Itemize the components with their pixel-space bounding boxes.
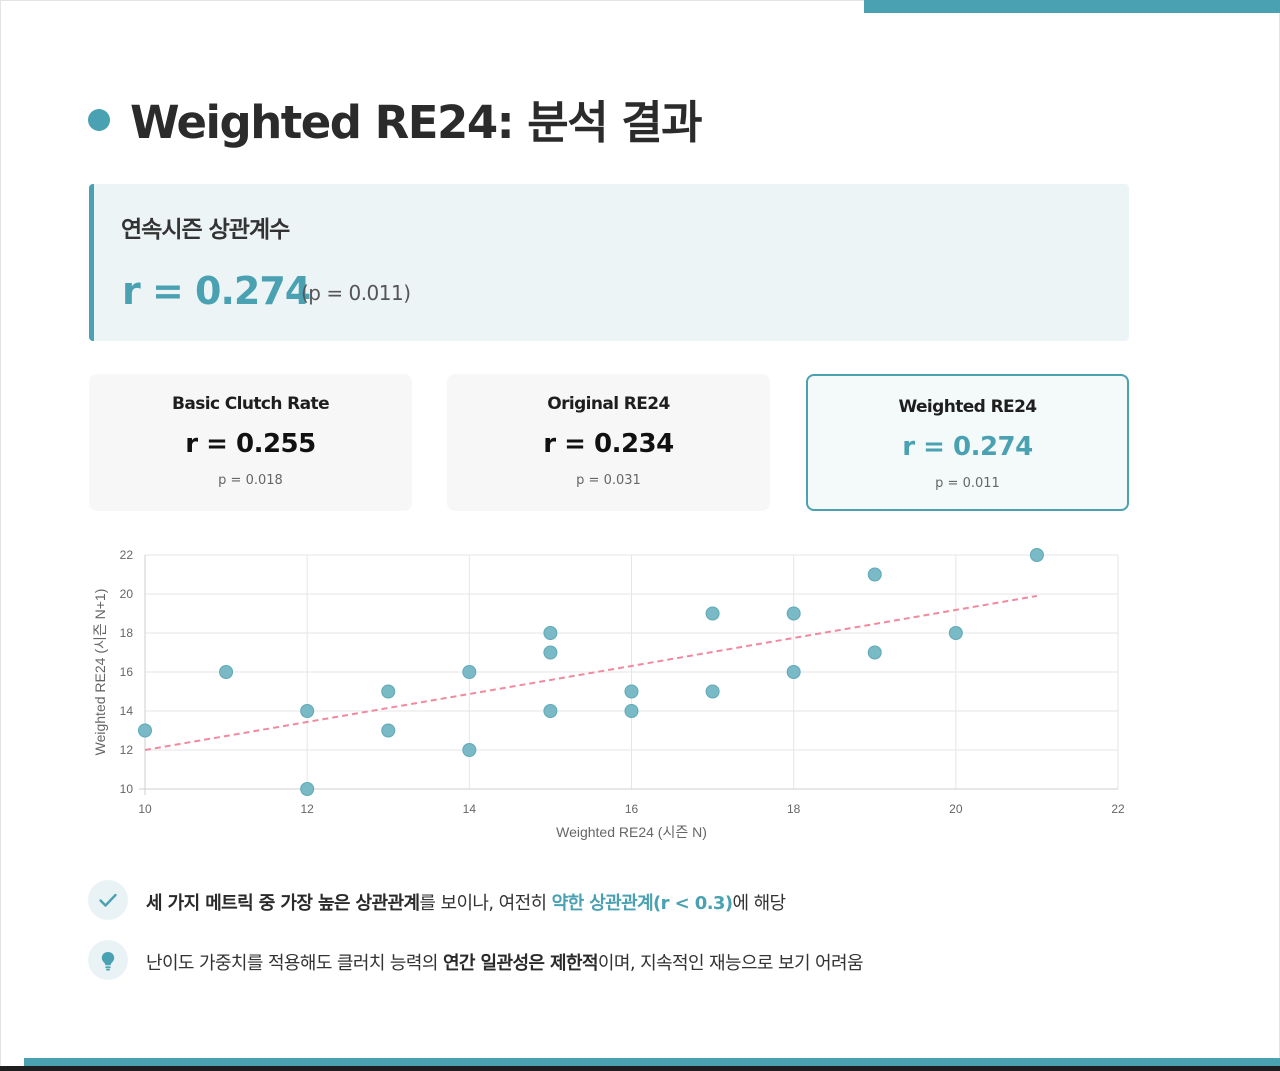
x-tick-label: 14 bbox=[463, 802, 477, 816]
x-tick-label: 22 bbox=[1111, 802, 1125, 816]
data-point bbox=[300, 782, 315, 796]
data-point bbox=[786, 606, 801, 621]
data-point bbox=[381, 684, 396, 699]
metric-card-r-value: r = 0.234 bbox=[543, 429, 674, 459]
data-point bbox=[867, 645, 882, 660]
metric-card-p-value: p = 0.031 bbox=[576, 473, 641, 488]
metric-card-label: Basic Clutch Rate bbox=[171, 394, 330, 414]
note-text-segment: 를 보이나, 여전히 bbox=[419, 893, 552, 914]
data-point bbox=[462, 743, 477, 757]
data-point bbox=[624, 704, 639, 718]
data-point bbox=[300, 704, 315, 718]
x-tick-label: 18 bbox=[787, 802, 801, 816]
data-point bbox=[705, 606, 720, 621]
y-tick-label: 10 bbox=[120, 782, 134, 796]
x-tick-label: 16 bbox=[625, 802, 639, 816]
note-text-emphasis: 연간 일관성은 제한적 bbox=[442, 953, 599, 974]
bottom-accent-bar bbox=[24, 1058, 1280, 1066]
data-point bbox=[1029, 548, 1044, 562]
note-text-segment: 난이도 가중치를 적용해도 클러치 능력의 bbox=[146, 953, 443, 974]
note-text-segment: 에 해당 bbox=[732, 893, 786, 914]
trend-line bbox=[144, 594, 1038, 751]
data-point bbox=[948, 626, 963, 640]
y-tick-label: 22 bbox=[120, 548, 134, 562]
data-point bbox=[219, 665, 234, 679]
metric-card-r-value: r = 0.255 bbox=[185, 429, 316, 459]
top-accent-bar bbox=[864, 0, 1280, 13]
x-axis-title: Weighted RE24 (시즌 N) bbox=[556, 824, 707, 840]
lightbulb-icon bbox=[88, 940, 128, 980]
data-point bbox=[705, 684, 720, 699]
note-text: 세 가지 메트릭 중 가장 높은 상관관계를 보이나, 여전히 약한 상관관계(… bbox=[146, 889, 786, 915]
title-bullet-dot bbox=[88, 109, 110, 131]
note-text-emphasis: 세 가지 메트릭 중 가장 높은 상관관계 bbox=[146, 893, 420, 914]
summary-label: 연속시즌 상관계수 bbox=[121, 217, 290, 243]
y-tick-label: 18 bbox=[120, 626, 134, 640]
data-point bbox=[138, 723, 152, 738]
metric-card-label: Original RE24 bbox=[547, 394, 670, 414]
y-tick-label: 12 bbox=[120, 743, 134, 757]
data-point bbox=[543, 704, 558, 718]
data-point bbox=[543, 645, 558, 660]
summary-panel: 연속시즌 상관계수 r = 0.274 (p = 0.011) bbox=[89, 184, 1129, 341]
scatter-chart: 10 12 14 16 18 20 22 10 12 14 16 18 20 22 Weighted RE2… bbox=[92, 548, 1125, 840]
metric-card-p-value: p = 0.018 bbox=[218, 473, 283, 488]
summary-p-value: (p = 0.011) bbox=[301, 281, 411, 305]
note-text: 난이도 가중치를 적용해도 클러치 능력의 연간 일관성은 제한적이며, 지속적… bbox=[146, 949, 864, 975]
page-title: Weighted RE24: 분석 결과 bbox=[130, 96, 703, 149]
metric-card-p-value: p = 0.011 bbox=[935, 476, 1000, 491]
data-point bbox=[867, 567, 882, 582]
data-point bbox=[543, 626, 558, 640]
summary-r-value: r = 0.274 bbox=[122, 269, 311, 313]
y-tick-label: 16 bbox=[120, 665, 134, 679]
x-tick-label: 12 bbox=[300, 802, 314, 816]
metric-card-weighted-re24: Weighted RE24 r = 0.274 p = 0.011 bbox=[806, 374, 1129, 511]
y-tick-label: 20 bbox=[120, 587, 134, 601]
x-tick-label: 20 bbox=[949, 802, 963, 816]
note-text-segment: 이며, 지속적인 재능으로 보기 어려움 bbox=[597, 953, 864, 974]
bottom-edge bbox=[0, 1066, 1280, 1071]
check-icon bbox=[88, 880, 128, 920]
data-point bbox=[624, 684, 639, 699]
metric-card-original-re24: Original RE24 r = 0.234 p = 0.031 bbox=[447, 374, 770, 511]
y-tick-label: 14 bbox=[120, 704, 134, 718]
metric-card-label: Weighted RE24 bbox=[898, 397, 1037, 417]
y-axis-title: Weighted RE24 (시즌 N+1) bbox=[92, 589, 108, 756]
x-tick-label: 10 bbox=[138, 802, 152, 816]
data-point bbox=[462, 665, 477, 679]
metric-card-basic-clutch-rate: Basic Clutch Rate r = 0.255 p = 0.018 bbox=[89, 374, 412, 511]
data-point bbox=[381, 723, 396, 738]
metric-card-r-value: r = 0.274 bbox=[902, 432, 1033, 462]
data-point bbox=[786, 665, 801, 679]
note-text-highlight: 약한 상관관계(r < 0.3) bbox=[551, 893, 733, 914]
